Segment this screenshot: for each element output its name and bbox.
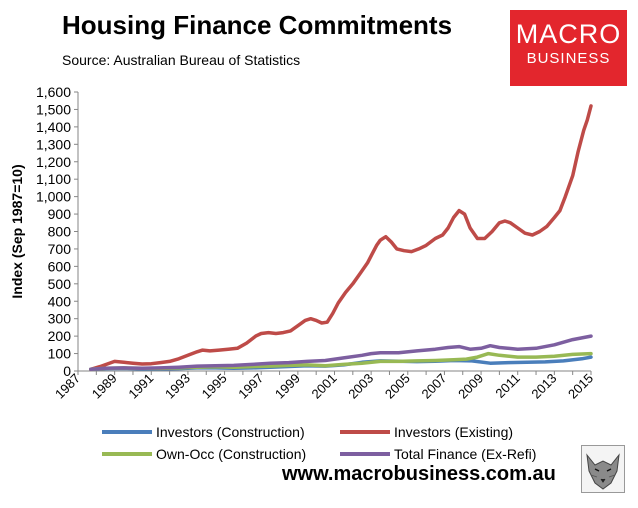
x-tick-label: 1989 <box>89 371 120 402</box>
y-tick-label: 600 <box>48 258 72 274</box>
x-tick-label: 1995 <box>199 371 230 402</box>
x-tick-label: 2015 <box>565 371 596 402</box>
legend-label-1: Investors (Construction) <box>156 424 305 440</box>
logo-line-2: BUSINESS <box>526 50 611 67</box>
y-tick-label: 500 <box>48 276 72 292</box>
y-tick-label: 1,500 <box>36 101 71 117</box>
x-tick-label: 2001 <box>309 371 340 402</box>
x-tick-label: 1993 <box>162 371 193 402</box>
macrobusiness-logo: MACRO BUSINESS <box>510 10 627 86</box>
x-tick-label: 1997 <box>235 371 266 402</box>
x-tick-label: 2009 <box>455 371 486 402</box>
y-tick-label: 1,100 <box>36 171 71 187</box>
y-tick-label: 800 <box>48 224 72 240</box>
x-tick-label: 1999 <box>272 371 303 402</box>
wolf-logo-icon <box>581 445 625 493</box>
y-tick-label: 1,600 <box>36 84 71 100</box>
x-tick-label: 2007 <box>418 371 449 402</box>
y-tick-label: 1,300 <box>36 136 71 152</box>
y-tick-label: 1,200 <box>36 154 71 170</box>
y-tick-label: 900 <box>48 206 72 222</box>
chart-title: Housing Finance Commitments <box>62 10 453 40</box>
legend-label-2: Investors (Existing) <box>394 424 513 440</box>
y-tick-label: 1,400 <box>36 119 71 135</box>
logo-line-1: MACRO <box>515 19 622 49</box>
y-tick-label: 700 <box>48 241 72 257</box>
y-tick-label: 100 <box>48 346 72 362</box>
x-tick-label: 2011 <box>492 371 522 401</box>
x-tick-label: 1987 <box>52 371 83 402</box>
legend-label-4: Total Finance (Ex-Refi) <box>394 446 536 462</box>
legend-label-3: Own-Occ (Construction) <box>156 446 306 462</box>
y-tick-label: 200 <box>48 328 72 344</box>
x-tick-label: 2013 <box>528 371 559 402</box>
y-axis-label: Index (Sep 1987=10) <box>9 164 25 298</box>
series-line-4 <box>89 334 593 372</box>
y-tick-label: 400 <box>48 293 72 309</box>
website-url: www.macrobusiness.com.au <box>282 463 556 485</box>
chart-source: Source: Australian Bureau of Statistics <box>62 52 301 68</box>
y-tick-label: 1,000 <box>36 189 71 205</box>
x-tick-label: 2003 <box>345 371 376 402</box>
x-tick-label: 2005 <box>382 371 413 402</box>
y-tick-label: 0 <box>63 363 71 379</box>
series-line-2 <box>89 104 593 372</box>
y-tick-label: 300 <box>48 311 72 327</box>
x-tick-label: 1991 <box>125 371 156 402</box>
